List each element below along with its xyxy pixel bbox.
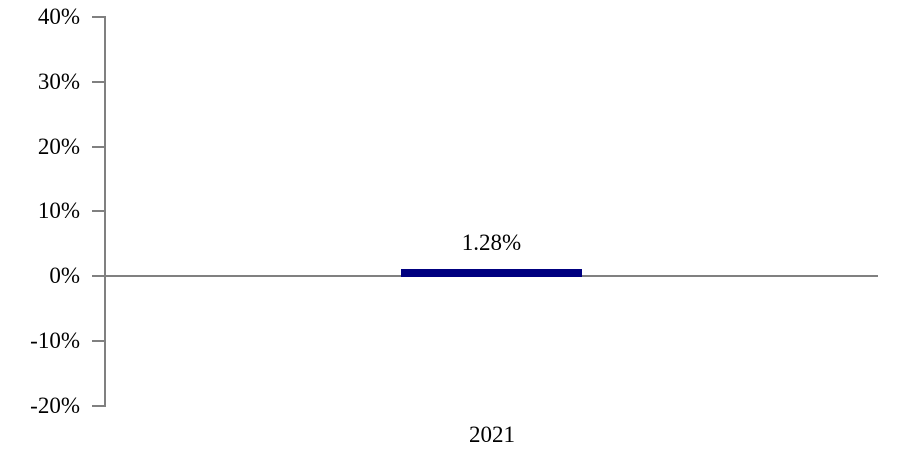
y-axis-tick-label: -20% (30, 392, 80, 418)
y-axis-tick (92, 275, 104, 277)
y-axis-tick (92, 145, 104, 148)
y-axis-tick (92, 80, 104, 83)
x-axis-category-label: 2021 (469, 422, 515, 447)
y-axis-tick (92, 16, 104, 18)
y-axis-tick (92, 404, 104, 407)
y-axis-tick-label: 10% (37, 198, 80, 224)
y-axis-tick (92, 210, 104, 213)
y-axis-tick-label: 20% (37, 133, 80, 159)
bar-data-label: 1.28% (461, 230, 522, 255)
y-axis-tick-label: 40% (37, 4, 80, 29)
y-axis-tick-label: 0% (49, 263, 80, 288)
y-axis-tick (92, 339, 104, 342)
y-axis-tick-label: 30% (37, 68, 80, 94)
y-axis-line (104, 16, 106, 407)
y-axis-tick-label: -10% (30, 327, 80, 353)
bar-2021 (401, 269, 582, 277)
